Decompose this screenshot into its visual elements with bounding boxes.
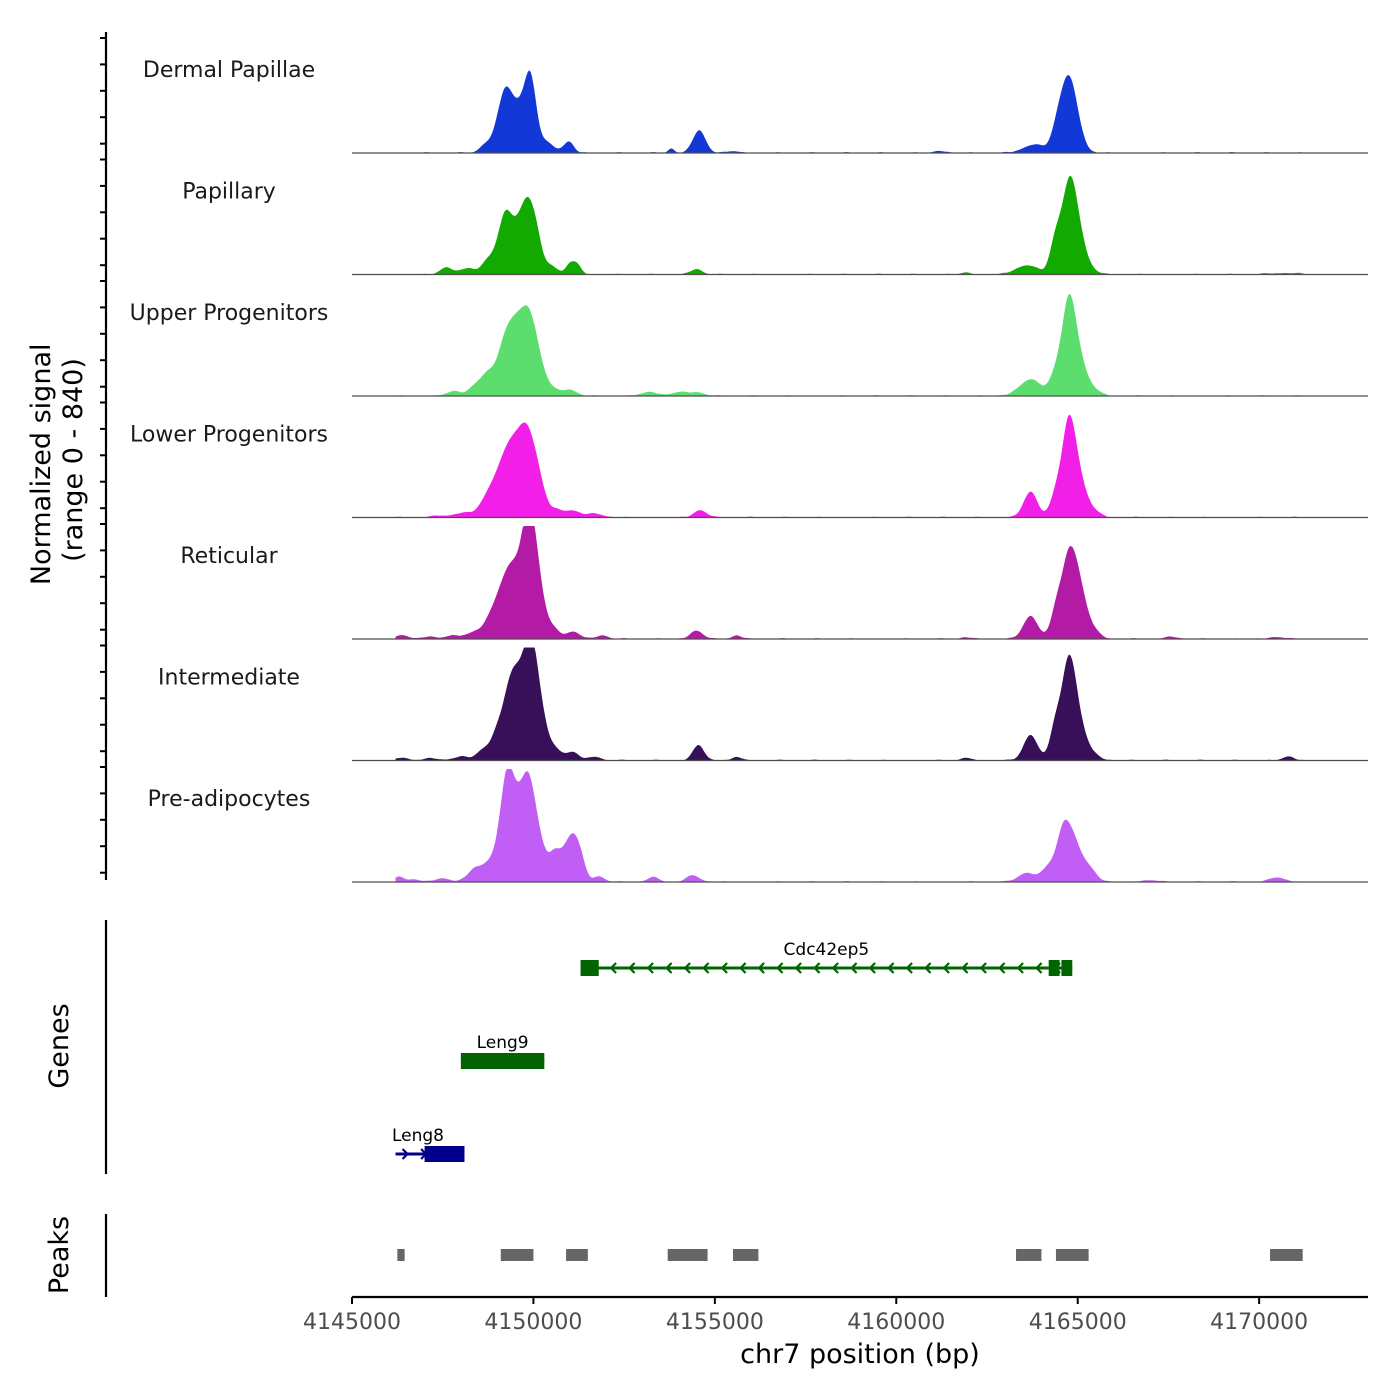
y-axis-title-line-2: (range 0 - 840) [58, 358, 89, 562]
x-tick-label: 4150000 [484, 1310, 582, 1335]
gene-label: Cdc42ep5 [784, 940, 870, 960]
coverage-tracks: Dermal Papillae Papillary Upper Progenitor… [130, 58, 1368, 883]
track-papillary: Papillary [182, 176, 1368, 276]
strand-arrow [998, 962, 1006, 974]
strand-arrow [776, 962, 784, 974]
track-upper-progenitors: Upper Progenitors [130, 293, 1368, 397]
peak-region [1270, 1249, 1303, 1261]
peak-region [500, 1249, 534, 1261]
strand-arrow [628, 962, 636, 974]
strand-arrow [887, 962, 895, 974]
x-axis-title: chr7 position (bp) [740, 1339, 980, 1370]
signal-area [395, 647, 1314, 761]
gene-exon [1061, 960, 1073, 976]
peaks-panel [104, 1214, 1303, 1297]
gene-exon [424, 1146, 465, 1162]
track-pre-adipocytes: Pre-adipocytes [148, 769, 1368, 883]
peak-region [1055, 1249, 1089, 1261]
y-axis-title: Normalized signal (range 0 - 840) [26, 335, 89, 585]
gene-exon [580, 960, 599, 976]
peak-region [667, 1249, 708, 1261]
strand-arrow [720, 962, 728, 974]
signal-area [395, 70, 1314, 153]
strand-arrow [702, 962, 710, 974]
strand-arrow [683, 962, 691, 974]
strand-arrow [665, 962, 673, 974]
strand-arrow [942, 962, 950, 974]
strand-arrow [868, 962, 876, 974]
track-label: Upper Progenitors [130, 301, 329, 326]
track-dermal-papillae: Dermal Papillae [143, 58, 1368, 154]
x-tick-label: 4170000 [1210, 1310, 1308, 1335]
strand-arrow [794, 962, 802, 974]
gene-annotation-panel: Cdc42ep5 Leng9 Leng8 [104, 920, 1073, 1174]
x-tick-label: 4145000 [303, 1310, 401, 1335]
signal-y-axis [100, 32, 108, 880]
strand-arrow [924, 962, 932, 974]
peak-region [1016, 1249, 1042, 1261]
gene-leng8: Leng8 [392, 1126, 465, 1162]
gene-exon [1048, 960, 1060, 976]
peak-region [566, 1249, 588, 1261]
strand-arrow [979, 962, 987, 974]
x-tick-label: 4165000 [1029, 1310, 1127, 1335]
track-label: Lower Progenitors [130, 423, 328, 448]
peak-region [733, 1249, 759, 1261]
x-tick-label: 4155000 [666, 1310, 764, 1335]
signal-area [395, 414, 1314, 518]
gene-label: Leng9 [477, 1033, 529, 1053]
track-label: Reticular [180, 544, 278, 569]
track-label: Pre-adipocytes [148, 787, 311, 812]
strand-arrow [1035, 962, 1043, 974]
position-x-axis: 4145000 4150000 4155000 4160000 4165000 41700… [303, 1295, 1368, 1335]
peak-region [397, 1249, 405, 1261]
signal-area [395, 769, 1314, 882]
peaks-panel-title: Peaks [44, 1216, 75, 1294]
track-lower-progenitors: Lower Progenitors [130, 414, 1368, 519]
strand-arrow [1016, 962, 1024, 974]
track-reticular: Reticular [180, 526, 1368, 640]
gene-exon [460, 1053, 545, 1069]
x-tick-label: 4160000 [847, 1310, 945, 1335]
track-label: Dermal Papillae [143, 58, 315, 83]
strand-arrow [905, 962, 913, 974]
strand-arrow [401, 1148, 410, 1160]
gene-label: Leng8 [392, 1126, 444, 1146]
strand-arrow [850, 962, 858, 974]
strand-arrow [961, 962, 969, 974]
strand-arrow [831, 962, 839, 974]
strand-arrow [813, 962, 821, 974]
strand-arrow [739, 962, 747, 974]
strand-arrow [609, 962, 617, 974]
signal-area [395, 176, 1314, 275]
track-intermediate: Intermediate [158, 647, 1368, 762]
y-axis-title-line-1: Normalized signal [26, 344, 57, 586]
strand-arrow [757, 962, 765, 974]
signal-area [395, 526, 1314, 639]
track-label: Intermediate [158, 666, 300, 691]
signal-area [395, 293, 1314, 396]
gene-leng9: Leng9 [460, 1033, 545, 1069]
track-label: Papillary [182, 180, 276, 205]
genes-panel-title: Genes [44, 1003, 75, 1088]
gene-cdc42ep5: Cdc42ep5 [580, 940, 1073, 976]
strand-arrow [646, 962, 654, 974]
